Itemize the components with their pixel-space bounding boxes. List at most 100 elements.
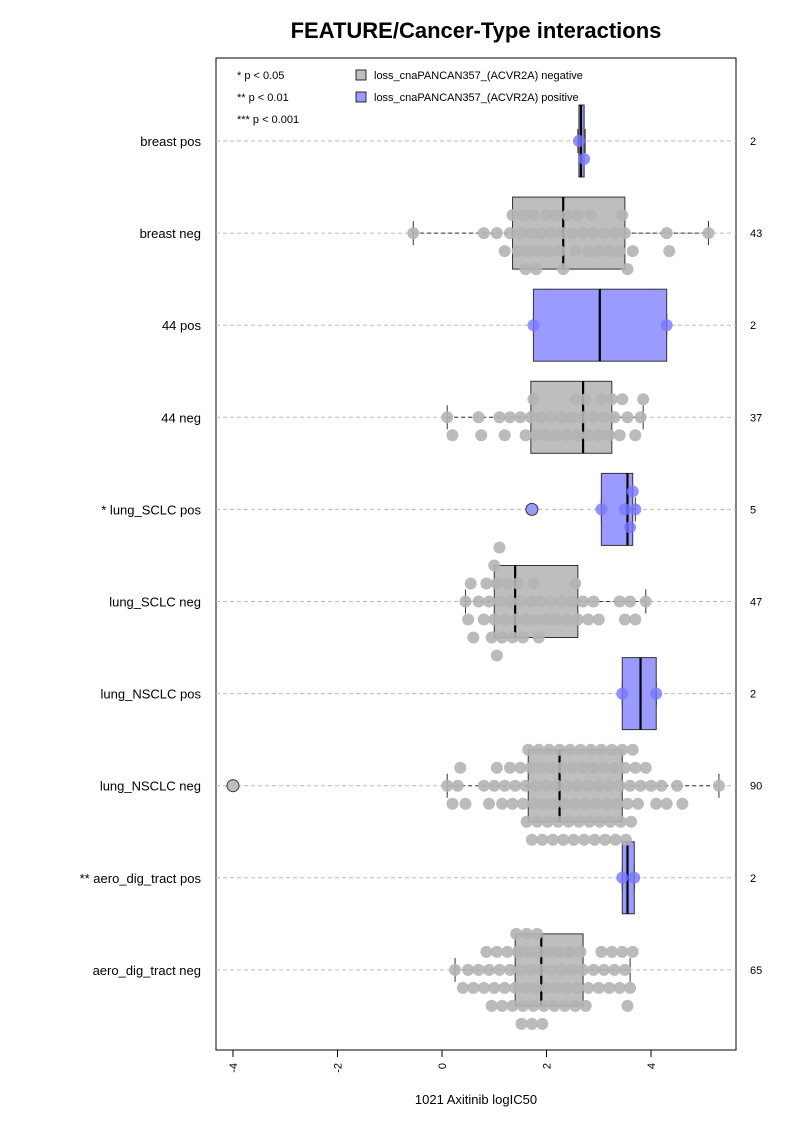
sample-count: 2 [750, 689, 756, 701]
x-tick-label: 2 [542, 1063, 554, 1069]
data-point [467, 981, 480, 994]
data-point [571, 209, 584, 222]
data-point [616, 393, 629, 406]
data-point [621, 263, 634, 276]
data-point [712, 779, 725, 792]
data-point [545, 761, 558, 774]
data-point [545, 411, 558, 424]
data-point [532, 945, 545, 958]
data-point [519, 981, 532, 994]
data-point [537, 797, 550, 810]
data-point [637, 393, 650, 406]
data-point [561, 209, 574, 222]
data-point [477, 613, 490, 626]
category-label: breast neg [140, 226, 201, 241]
data-point [600, 797, 613, 810]
data-point [511, 245, 524, 258]
data-point [660, 319, 673, 332]
data-point [561, 429, 574, 442]
data-point [488, 559, 501, 572]
data-point [524, 227, 537, 240]
significance-legend: * p < 0.05 ** p < 0.01 *** p < 0.001 [237, 70, 299, 126]
data-point [588, 833, 601, 846]
data-point [650, 797, 663, 810]
data-point [477, 981, 490, 994]
data-point [629, 503, 642, 516]
legend-swatch-positive [355, 91, 367, 103]
data-point [530, 429, 543, 442]
data-point [493, 541, 506, 554]
data-point [493, 411, 506, 424]
data-point [530, 779, 543, 792]
data-point [613, 429, 626, 442]
data-point [597, 963, 610, 976]
data-point [593, 815, 606, 828]
data-point [592, 981, 605, 994]
data-point [493, 595, 506, 608]
data-point [626, 945, 639, 958]
data-point [629, 429, 642, 442]
data-point [525, 833, 538, 846]
outlier-point [226, 779, 240, 793]
data-point [519, 263, 532, 276]
category-label: 44 pos [162, 318, 202, 333]
sample-count: 2 [750, 873, 756, 885]
boxes [412, 104, 720, 1007]
significance-legend-item: *** p < 0.001 [237, 114, 299, 126]
data-point [498, 245, 511, 258]
data-point [587, 411, 600, 424]
data-point [577, 595, 590, 608]
data-point [516, 797, 529, 810]
data-point [582, 245, 595, 258]
data-point [702, 227, 715, 240]
data-point [650, 687, 663, 700]
data-point [613, 981, 626, 994]
data-point [451, 779, 464, 792]
data-point [472, 963, 485, 976]
data-point [566, 595, 579, 608]
data-point [628, 871, 641, 884]
data-point [574, 945, 587, 958]
data-point [564, 743, 577, 756]
data-point [625, 815, 638, 828]
data-point [660, 227, 673, 240]
data-point [608, 227, 621, 240]
data-point [501, 945, 514, 958]
data-point [524, 761, 537, 774]
significance-legend-item: * p < 0.05 [237, 70, 284, 82]
data-point [520, 815, 533, 828]
data-point [488, 779, 501, 792]
data-point [506, 631, 519, 644]
data-point [655, 779, 668, 792]
data-point [535, 227, 548, 240]
data-point [631, 797, 644, 810]
data-point [551, 815, 564, 828]
data-point [520, 927, 533, 940]
data-point [530, 981, 543, 994]
data-point [514, 411, 527, 424]
data-point [592, 245, 605, 258]
data-point [407, 227, 420, 240]
data-point [516, 631, 529, 644]
data-point [543, 743, 556, 756]
data-point [545, 963, 558, 976]
data-point [515, 1017, 528, 1030]
data-point [558, 797, 571, 810]
data-point [618, 227, 631, 240]
category-label: * lung_SCLC pos [101, 502, 201, 517]
data-point [503, 411, 516, 424]
data-point [490, 945, 503, 958]
data-point [550, 209, 563, 222]
sample-count: 47 [750, 597, 762, 609]
data-point [462, 963, 475, 976]
data-point [582, 779, 595, 792]
data-point [613, 245, 626, 258]
category-label: ** aero_dig_tract pos [80, 871, 202, 886]
data-point [540, 779, 553, 792]
data-point [569, 999, 582, 1012]
data-point [490, 761, 503, 774]
data-point [509, 613, 522, 626]
data-point [634, 779, 647, 792]
data-point [605, 743, 618, 756]
data-point [556, 411, 569, 424]
